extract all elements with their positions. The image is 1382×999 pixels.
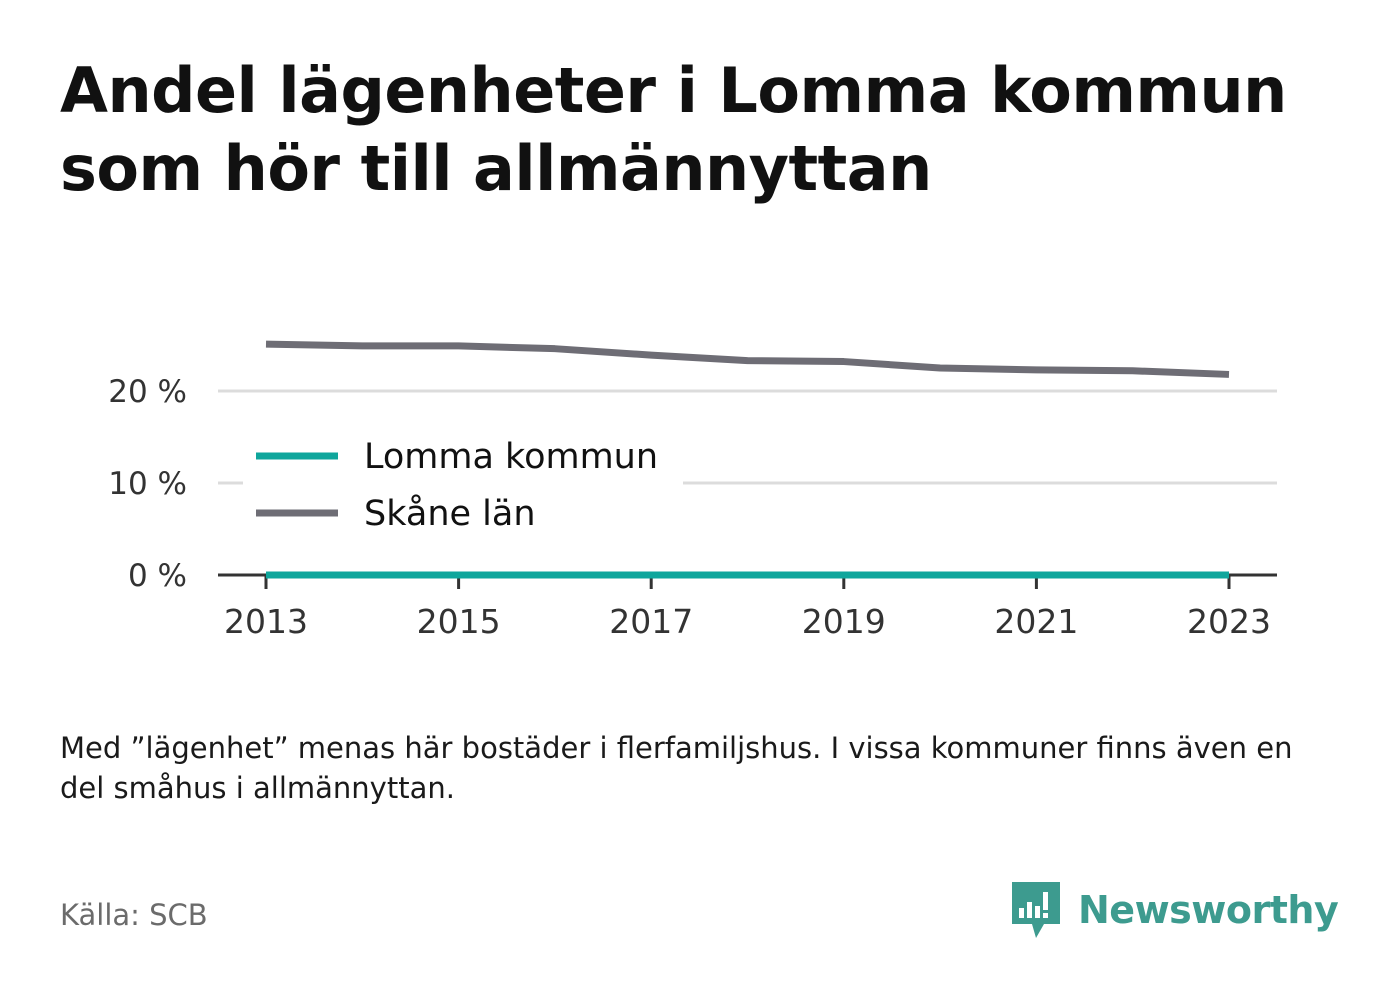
x-tick-label: 2017 <box>609 602 693 641</box>
legend-label: Lomma kommun <box>364 437 658 477</box>
source-label: Källa: SCB <box>60 898 208 932</box>
y-tick-label: 20 % <box>108 374 187 410</box>
brand-name: Newsworthy <box>1078 888 1339 932</box>
newsworthy-logo-icon <box>1012 882 1060 938</box>
x-tick-label: 2015 <box>417 602 501 641</box>
series-line-skåne-län <box>265 340 1230 378</box>
chart-footnote: Med ”lägenhet” menas här bostäder i fler… <box>60 731 1293 805</box>
series-lines <box>265 340 1230 579</box>
line-chart: 0 % 10 % 20 % 2013 2015 2017 2019 2021 2023 Lomm… <box>108 340 1277 641</box>
legend-background <box>243 426 683 542</box>
y-tick-label: 0 % <box>128 558 187 594</box>
legend-label: Skåne län <box>364 493 536 534</box>
x-tick-label: 2023 <box>1187 602 1271 641</box>
brand-logo: Newsworthy <box>1010 878 1339 942</box>
x-tick-label: 2019 <box>802 602 886 641</box>
legend: Lomma kommun Skåne län <box>243 426 683 542</box>
y-tick-label: 10 % <box>108 466 187 502</box>
chart-title: Andel lägenheter i Lomma kommun som hör … <box>60 54 1287 205</box>
x-tick-label: 2013 <box>224 602 308 641</box>
x-tick-label: 2021 <box>994 602 1078 641</box>
